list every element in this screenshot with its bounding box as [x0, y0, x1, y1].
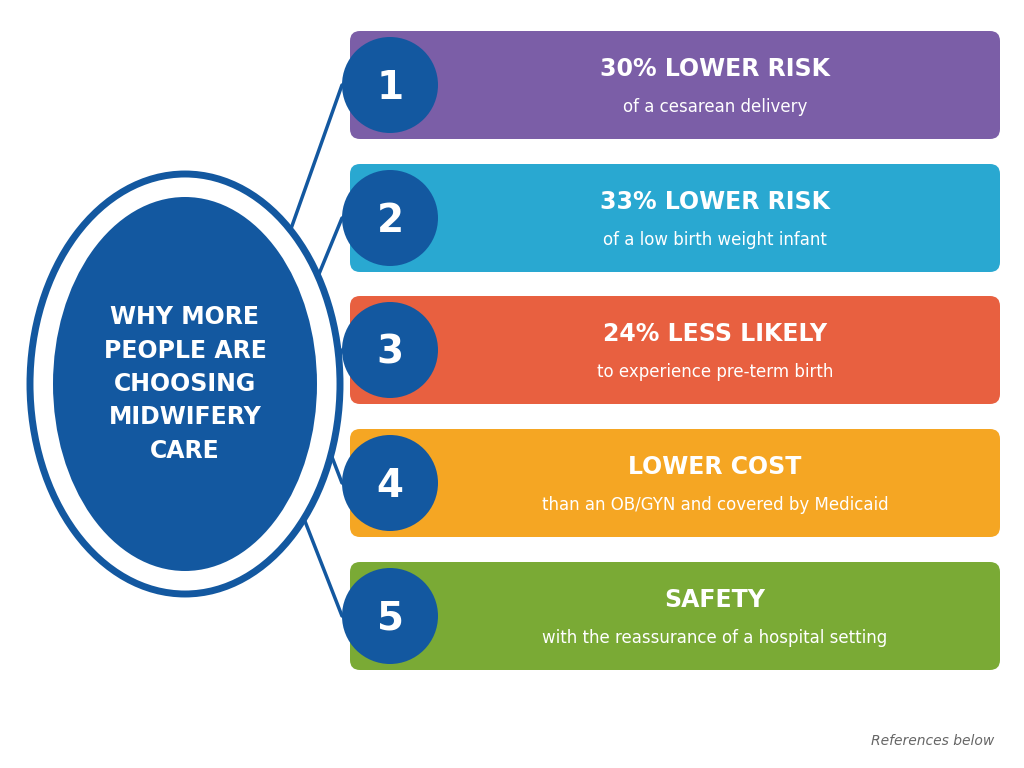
Text: 4: 4 [377, 467, 403, 505]
Text: of a cesarean delivery: of a cesarean delivery [623, 98, 807, 116]
Text: 33% LOWER RISK: 33% LOWER RISK [600, 190, 830, 214]
Text: 30% LOWER RISK: 30% LOWER RISK [600, 57, 830, 81]
Text: 2: 2 [377, 202, 403, 240]
Circle shape [342, 37, 438, 133]
Text: to experience pre-term birth: to experience pre-term birth [597, 363, 834, 381]
FancyBboxPatch shape [350, 164, 1000, 272]
Text: SAFETY: SAFETY [665, 588, 766, 612]
FancyBboxPatch shape [350, 31, 1000, 139]
Ellipse shape [38, 182, 332, 586]
Text: with the reassurance of a hospital setting: with the reassurance of a hospital setti… [543, 629, 888, 647]
Text: 3: 3 [377, 334, 403, 372]
FancyBboxPatch shape [350, 296, 1000, 404]
Circle shape [342, 302, 438, 398]
Text: LOWER COST: LOWER COST [629, 455, 802, 479]
Circle shape [342, 435, 438, 531]
Text: of a low birth weight infant: of a low birth weight infant [603, 231, 827, 249]
Ellipse shape [30, 174, 340, 594]
Text: WHY MORE
PEOPLE ARE
CHOOSING
MIDWIFERY
CARE: WHY MORE PEOPLE ARE CHOOSING MIDWIFERY C… [103, 305, 266, 463]
FancyBboxPatch shape [350, 562, 1000, 670]
Circle shape [342, 568, 438, 664]
Circle shape [342, 170, 438, 266]
Text: References below: References below [870, 734, 994, 748]
FancyBboxPatch shape [350, 429, 1000, 537]
Text: than an OB/GYN and covered by Medicaid: than an OB/GYN and covered by Medicaid [542, 496, 888, 514]
Ellipse shape [53, 197, 317, 571]
Text: 1: 1 [377, 69, 403, 107]
Text: 5: 5 [377, 600, 403, 638]
Text: 24% LESS LIKELY: 24% LESS LIKELY [603, 322, 827, 346]
